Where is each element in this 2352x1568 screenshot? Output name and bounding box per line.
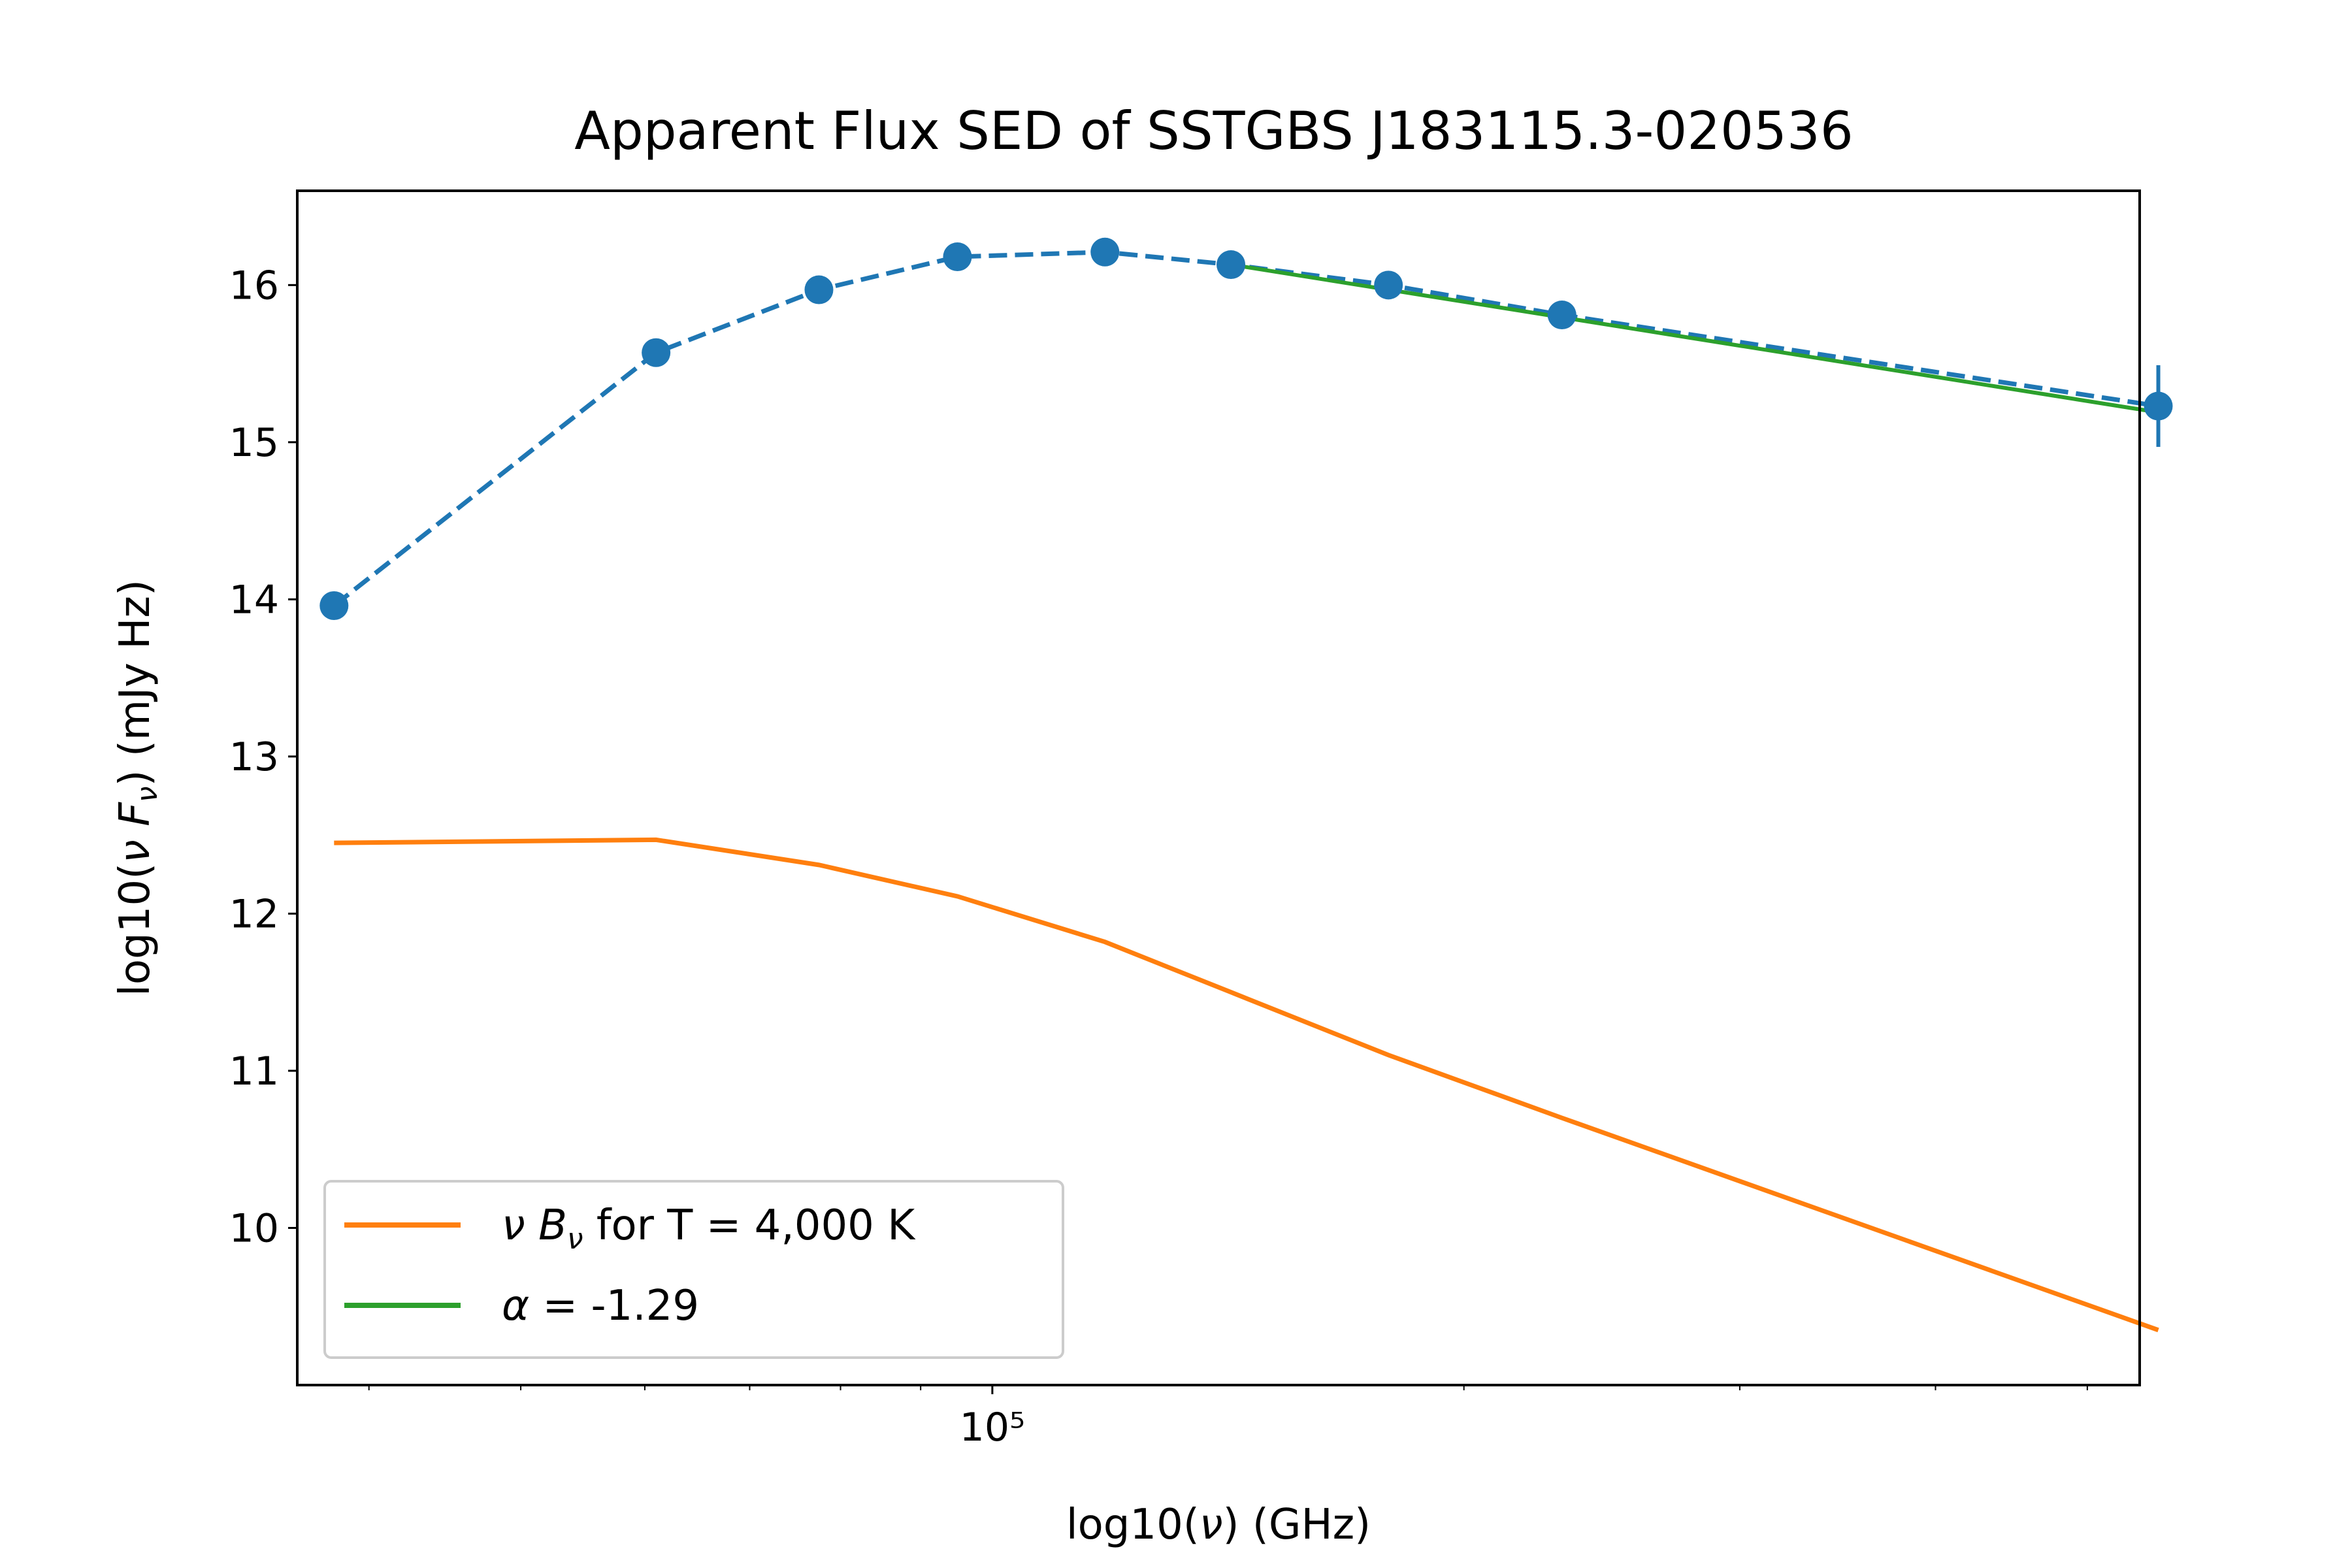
y-axis-label: log10(ν Fν) (mJy Hz) [111,580,164,996]
y-tick-label-11: 11 [229,1049,279,1094]
plot-area [319,237,2173,1333]
x-tick-label-major: 10⁵ [960,1405,1025,1450]
legend-label-alpha: α = -1.29 [502,1282,699,1330]
sed-point-0 [319,591,349,620]
legend-label-blackbody: ν Bν for T = 4,000 K [502,1201,916,1256]
chart-title: Apparent Flux SED of SSTGBS J183115.3-02… [574,101,1853,161]
sed-point-6 [1374,270,1403,300]
y-tick-label-10: 10 [229,1205,279,1251]
y-tick-label-14: 14 [229,577,279,623]
sed-point-2 [804,275,834,304]
blackbody-line [334,837,2159,1333]
sed-point-8 [2144,391,2173,421]
plot-frame [296,189,2141,1386]
x-axis-label: log10(ν) (GHz) [1066,1501,1371,1549]
sed-point-3 [943,242,972,272]
y-tick-label-12: 12 [229,891,279,937]
y-tick-label-15: 15 [229,420,279,466]
y-tick-label-13: 13 [229,734,279,780]
legend-frame [323,1180,1064,1359]
sed-point-1 [642,338,671,367]
sed-point-7 [1547,301,1576,330]
sed-point-5 [1217,250,1246,280]
sed-point-4 [1090,237,1120,267]
y-tick-label-16: 16 [229,263,279,308]
legend: ν Bν for T = 4,000 K α = -1.29 [323,1180,1064,1359]
axes: 10 11 12 13 14 15 16 10⁵ [229,263,2088,1450]
